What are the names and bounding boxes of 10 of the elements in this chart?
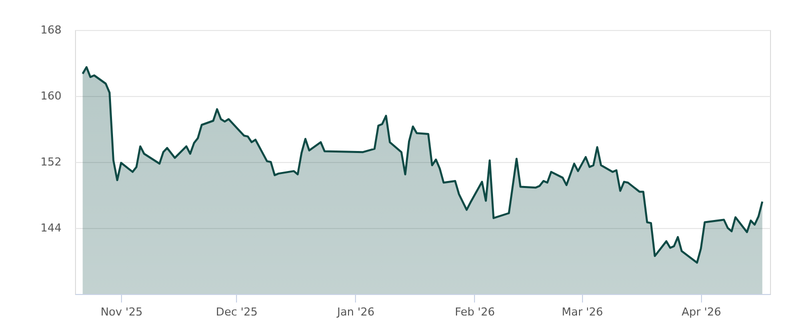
y-tick-label: 144 bbox=[40, 222, 62, 234]
y-tick-label: 152 bbox=[40, 156, 62, 168]
x-tick-label: Jan '26 bbox=[336, 306, 375, 318]
x-tick-label: Apr '26 bbox=[682, 306, 722, 318]
x-tick-label: Dec '25 bbox=[216, 306, 258, 318]
x-tick-label: Nov '25 bbox=[100, 306, 143, 318]
y-tick-label: 160 bbox=[40, 90, 62, 102]
x-tick-label: Mar '26 bbox=[562, 306, 603, 318]
x-tick-label: Feb '26 bbox=[454, 306, 495, 318]
y-tick-label: 168 bbox=[40, 24, 62, 36]
